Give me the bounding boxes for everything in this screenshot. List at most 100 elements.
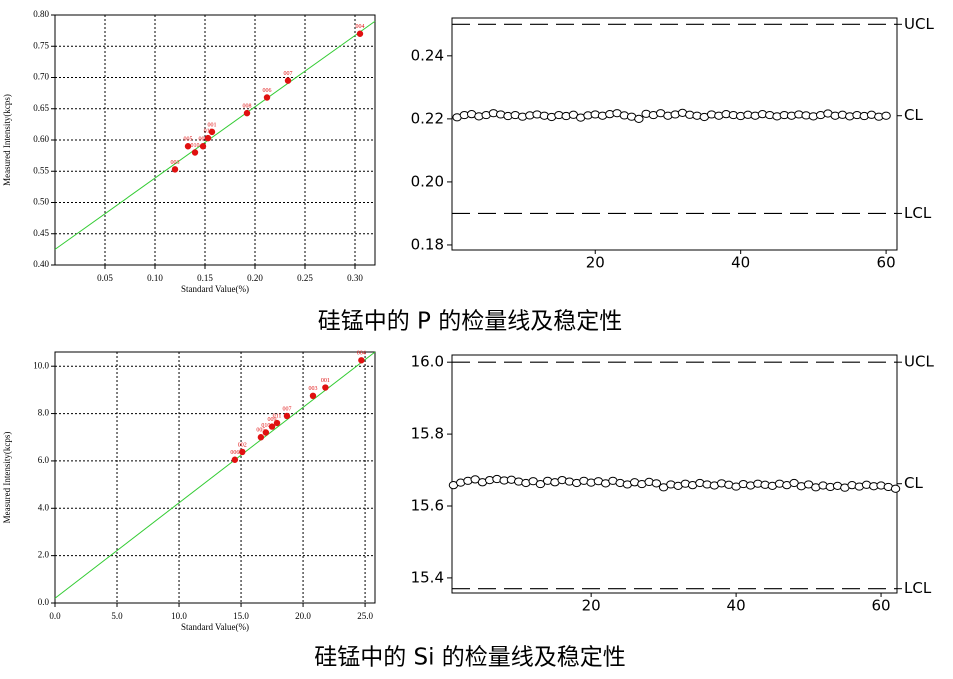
plot-frame	[451, 17, 898, 251]
limit-label: LCL	[904, 579, 932, 597]
caption: 硅锰中的 P 的检量线及稳定性	[318, 309, 623, 335]
point-label: 009	[199, 137, 208, 143]
y-tick-label: 0.75	[33, 40, 49, 50]
x-tick-label: 20	[586, 254, 605, 272]
y-tick-label: 0.55	[33, 165, 49, 175]
plot-frame	[451, 354, 898, 594]
point-label: 006	[230, 450, 239, 456]
y-tick-label: 8.0	[38, 408, 50, 418]
point-label: 003	[308, 386, 317, 392]
point-label: 007	[284, 71, 293, 77]
data-point	[309, 392, 317, 400]
point-label: 011	[204, 129, 213, 135]
data-point	[284, 77, 292, 84]
y-tick-label: 0.18	[411, 235, 444, 253]
fit-line	[54, 20, 376, 250]
point-label: 004	[356, 24, 365, 30]
y-tick-label: 10.0	[33, 360, 49, 370]
y-tick-label: 0.65	[33, 103, 49, 113]
x-tick-label: 0.0	[49, 611, 61, 621]
data-point	[651, 479, 662, 488]
y-tick-label: 0.80	[33, 9, 49, 19]
data-point	[204, 134, 212, 142]
x-tick-label: 60	[872, 597, 891, 615]
limit-label: CL	[904, 106, 923, 124]
data-point	[257, 434, 265, 441]
x-tick-label: 15.0	[233, 611, 249, 621]
point-label: 003	[171, 160, 180, 166]
data-point	[231, 456, 239, 463]
y-axis-label: Measured Intensity(kcps)	[2, 94, 12, 186]
x-tick-label: 0.20	[247, 273, 263, 283]
data-point	[356, 30, 364, 37]
data-point	[208, 128, 216, 136]
point-label: 001	[321, 378, 330, 384]
x-tick-label: 0.05	[97, 273, 113, 283]
y-tick-label: 0.0	[38, 597, 50, 607]
point-label: 005	[256, 428, 265, 434]
x-tick-label: 10.0	[171, 611, 187, 621]
y-tick-label: 0.50	[33, 197, 49, 207]
x-tick-label: 20	[582, 597, 601, 615]
data-point	[243, 109, 251, 117]
y-tick-label: 0.70	[33, 72, 49, 82]
limit-label: UCL	[904, 353, 934, 371]
y-tick-label: 0.20	[411, 172, 444, 190]
y-tick-label: 6.0	[38, 455, 50, 465]
data-point	[199, 143, 207, 150]
x-tick-label: 5.0	[111, 611, 123, 621]
data-point	[535, 479, 546, 489]
data-point	[634, 114, 644, 123]
data-point	[789, 478, 799, 488]
data-point	[322, 384, 329, 391]
data-point	[263, 94, 271, 101]
point-label: 011	[273, 413, 282, 419]
data-point	[890, 484, 901, 493]
x-tick-label: 40	[727, 597, 746, 615]
x-tick-label: 0.25	[297, 273, 313, 283]
x-axis-label: Standard Value(%)	[181, 622, 249, 632]
y-axis-label: Measured Intensity(kcps)	[2, 432, 12, 524]
data-point	[184, 143, 192, 150]
limit-label: UCL	[904, 15, 934, 33]
x-tick-label: 0.10	[147, 273, 163, 283]
point-label: 002	[238, 442, 247, 448]
y-tick-label: 2.0	[38, 550, 50, 560]
y-tick-label: 0.40	[33, 259, 49, 269]
limit-label: LCL	[904, 204, 932, 222]
data-point	[171, 166, 179, 173]
y-tick-label: 0.60	[33, 134, 49, 144]
x-tick-label: 20.0	[295, 611, 311, 621]
point-label: 001	[208, 122, 217, 128]
limit-label: CL	[904, 474, 923, 492]
data-point	[881, 111, 891, 120]
y-tick-label: 15.8	[411, 425, 444, 443]
x-axis-label: Standard Value(%)	[181, 284, 249, 294]
point-label: 010	[261, 423, 270, 429]
y-tick-label: 0.22	[411, 109, 444, 127]
point-label: 004	[357, 351, 366, 357]
point-label: 008	[243, 104, 252, 110]
x-tick-label: 0.30	[347, 273, 363, 283]
data-point	[191, 149, 199, 156]
point-label: 006	[263, 88, 272, 94]
data-point	[283, 412, 291, 420]
point-label: 007	[282, 406, 291, 412]
y-tick-label: 15.6	[411, 496, 444, 514]
y-tick-label: 0.24	[411, 46, 444, 64]
x-tick-label: 40	[731, 254, 750, 272]
data-point	[358, 357, 365, 364]
y-tick-label: 15.4	[411, 568, 444, 586]
y-tick-label: 0.45	[33, 228, 49, 238]
data-point	[268, 423, 276, 430]
caption: 硅锰中的 Si 的检量线及稳定性	[314, 645, 626, 671]
fit-line	[54, 351, 376, 599]
data-point	[273, 419, 281, 427]
x-tick-label: 0.15	[197, 273, 213, 283]
data-point	[262, 429, 270, 436]
data-point	[239, 448, 246, 456]
point-label: 009	[268, 417, 277, 423]
x-tick-label: 25.0	[357, 611, 373, 621]
y-tick-label: 16.0	[411, 353, 444, 371]
